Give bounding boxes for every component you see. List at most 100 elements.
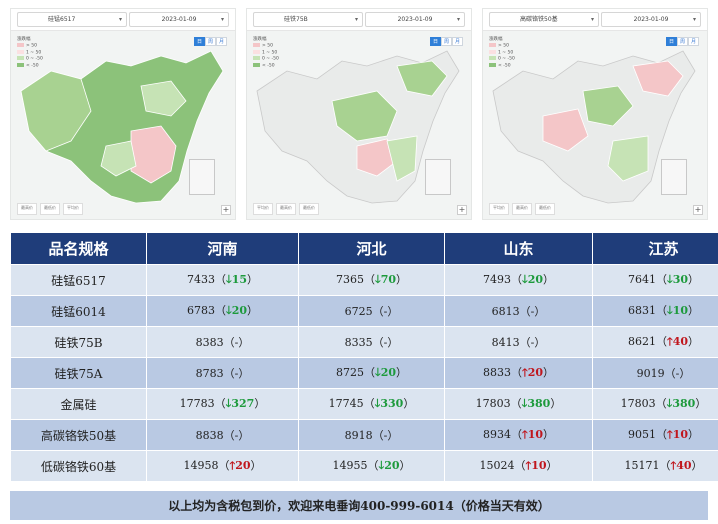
stat-box: 最低价 (40, 203, 60, 215)
price-change: 15 (231, 272, 248, 286)
column-header: 河南 (146, 232, 299, 265)
legend-item: > 50 (498, 43, 509, 49)
legend-item: < -50 (498, 63, 511, 68)
price-footer-note: 以上均为含税包到价，欢迎来电垂询400-999-6014（价格当天有效） (10, 490, 708, 520)
stat-box: 平均价 (253, 203, 273, 215)
table-header-row: 品名规格 河南 河北 山东 江苏 (10, 232, 718, 265)
china-price-map[interactable] (11, 31, 236, 220)
legend-item: > 50 (262, 43, 273, 49)
legend-item: < -50 (26, 63, 39, 68)
price-cell: 6725（-） (298, 295, 445, 327)
legend-item: 0 ~ -50 (498, 56, 515, 62)
price-change: 330 (380, 396, 404, 410)
price-cell: 8783（-） (146, 357, 299, 389)
mode-day-button[interactable]: 日 (430, 37, 441, 46)
arrow-up-icon: 🡑 (670, 458, 677, 472)
price-value: 8413 (491, 336, 520, 349)
column-header: 山东 (444, 232, 593, 265)
arrow-down-icon: 🡓 (374, 396, 381, 410)
product-select[interactable]: 高碳铬铁50基 ▾ (489, 12, 599, 27)
price-cell: 7493（🡓20） (444, 264, 593, 296)
table-row: 硅锰6517 7433（🡓15） 7365（🡓70） 7493（🡓20） 7641（🡓3… (10, 264, 718, 296)
product-select[interactable]: 硅铁75B ▾ (253, 12, 363, 27)
price-value: 8783 (195, 367, 224, 380)
table-row: 硅锰6014 6783（🡓20） 6725（-） 6813（-） 6831（🡓10） (10, 295, 718, 327)
price-value: 6831 (627, 303, 656, 317)
stat-box: 最高价 (512, 203, 532, 215)
mode-day-button[interactable]: 日 (666, 37, 677, 46)
price-value: 15024 (479, 458, 515, 472)
arrow-down-icon: 🡓 (225, 396, 232, 410)
arrow-up-icon: 🡑 (666, 334, 673, 348)
table-row: 高碳铬铁50基 8838（-） 8918（-） 8934（🡑10） 9051（🡑10） (10, 419, 718, 451)
zoom-in-button[interactable]: + (693, 205, 703, 215)
price-change: 380 (527, 396, 551, 410)
price-table: 品名规格 河南 河北 山东 江苏 硅锰6517 7433（🡓15） 7365（🡓70… (10, 232, 718, 482)
price-value: 9051 (627, 427, 656, 441)
legend-title: 涨跌幅 (253, 37, 267, 42)
arrow-up-icon: 🡑 (521, 365, 528, 379)
price-cell: 7433（🡓15） (146, 264, 299, 296)
map-panel-high-carbon-ferrochrome-50: 高碳铬铁50基 ▾ 2023-01-09 ▾ 涨跌幅 > 50 1 ~ 50 0 ~… (482, 8, 708, 220)
price-cell: 8934（🡑10） (444, 419, 593, 451)
price-value: 8621 (627, 334, 656, 348)
price-change: 10 (672, 427, 689, 441)
price-cell: 14955（🡓20） (298, 450, 445, 482)
price-value: 8383 (195, 336, 224, 349)
zoom-in-button[interactable]: + (457, 205, 467, 215)
chevron-down-icon: ▾ (692, 16, 696, 23)
stat-box: 最高价 (17, 203, 37, 215)
map-panel-silicomanganese-6517: 硅锰6517 ▾ 2023-01-09 ▾ 涨跌幅 > 50 1 ~ 50 0 ~ … (10, 8, 236, 220)
price-value: 7433 (186, 272, 215, 286)
mode-week-button[interactable]: 周 (441, 37, 452, 46)
price-change: - (530, 336, 535, 349)
product-name-cell: 硅锰6517 (10, 264, 147, 296)
arrow-down-icon: 🡓 (374, 272, 381, 286)
product-select[interactable]: 硅锰6517 ▾ (17, 12, 127, 27)
china-price-map[interactable] (483, 31, 708, 220)
price-value: 9019 (636, 367, 665, 380)
price-change: 10 (531, 458, 547, 472)
map-stats: 平均价 最高价 最低价 (253, 203, 319, 215)
date-picker[interactable]: 2023-01-09 ▾ (601, 12, 701, 27)
price-table-body: 硅锰6517 7433（🡓15） 7365（🡓70） 7493（🡓20） 7641（🡓3… (10, 264, 718, 482)
china-price-map[interactable] (247, 31, 472, 220)
price-change: - (530, 305, 535, 318)
zoom-in-button[interactable]: + (221, 205, 231, 215)
legend-item: > 50 (26, 43, 37, 49)
column-header: 江苏 (592, 232, 718, 265)
stat-box: 最低价 (299, 203, 319, 215)
product-name-cell: 硅锰6014 (10, 295, 147, 327)
period-toggle: 日 周 月 (666, 37, 699, 46)
price-value: 8934 (482, 427, 511, 441)
price-cell: 8725（🡓20） (298, 357, 445, 389)
product-name-cell: 硅铁75B (10, 326, 147, 358)
date-picker[interactable]: 2023-01-09 ▾ (129, 12, 229, 27)
mode-week-button[interactable]: 周 (205, 37, 216, 46)
product-name-cell: 低碳铬铁60基 (10, 450, 147, 482)
price-value: 6725 (344, 305, 373, 318)
legend-item: 1 ~ 50 (262, 50, 278, 55)
price-cell: 8413（-） (444, 326, 593, 358)
arrow-down-icon: 🡓 (225, 272, 232, 286)
legend-title: 涨跌幅 (17, 37, 31, 42)
price-change: 20 (235, 458, 251, 472)
price-cell: 17803（🡓380） (592, 388, 718, 420)
mode-month-button[interactable]: 月 (452, 37, 463, 46)
mode-month-button[interactable]: 月 (216, 37, 227, 46)
period-toggle: 日 周 月 (194, 37, 227, 46)
mode-week-button[interactable]: 周 (677, 37, 688, 46)
map-legend: 涨跌幅 > 50 1 ~ 50 0 ~ -50 < -50 (489, 37, 515, 69)
price-value: 17803 (620, 396, 656, 410)
price-change: 20 (527, 272, 544, 286)
mode-month-button[interactable]: 月 (688, 37, 699, 46)
price-change: - (675, 367, 680, 380)
date-picker[interactable]: 2023-01-09 ▾ (365, 12, 465, 27)
price-cell: 8838（-） (146, 419, 299, 451)
column-header: 品名规格 (10, 232, 147, 265)
price-change: 70 (380, 272, 397, 286)
south-sea-inset (189, 159, 215, 195)
column-header: 河北 (298, 232, 445, 265)
mode-day-button[interactable]: 日 (194, 37, 205, 46)
arrow-down-icon: 🡓 (521, 396, 528, 410)
